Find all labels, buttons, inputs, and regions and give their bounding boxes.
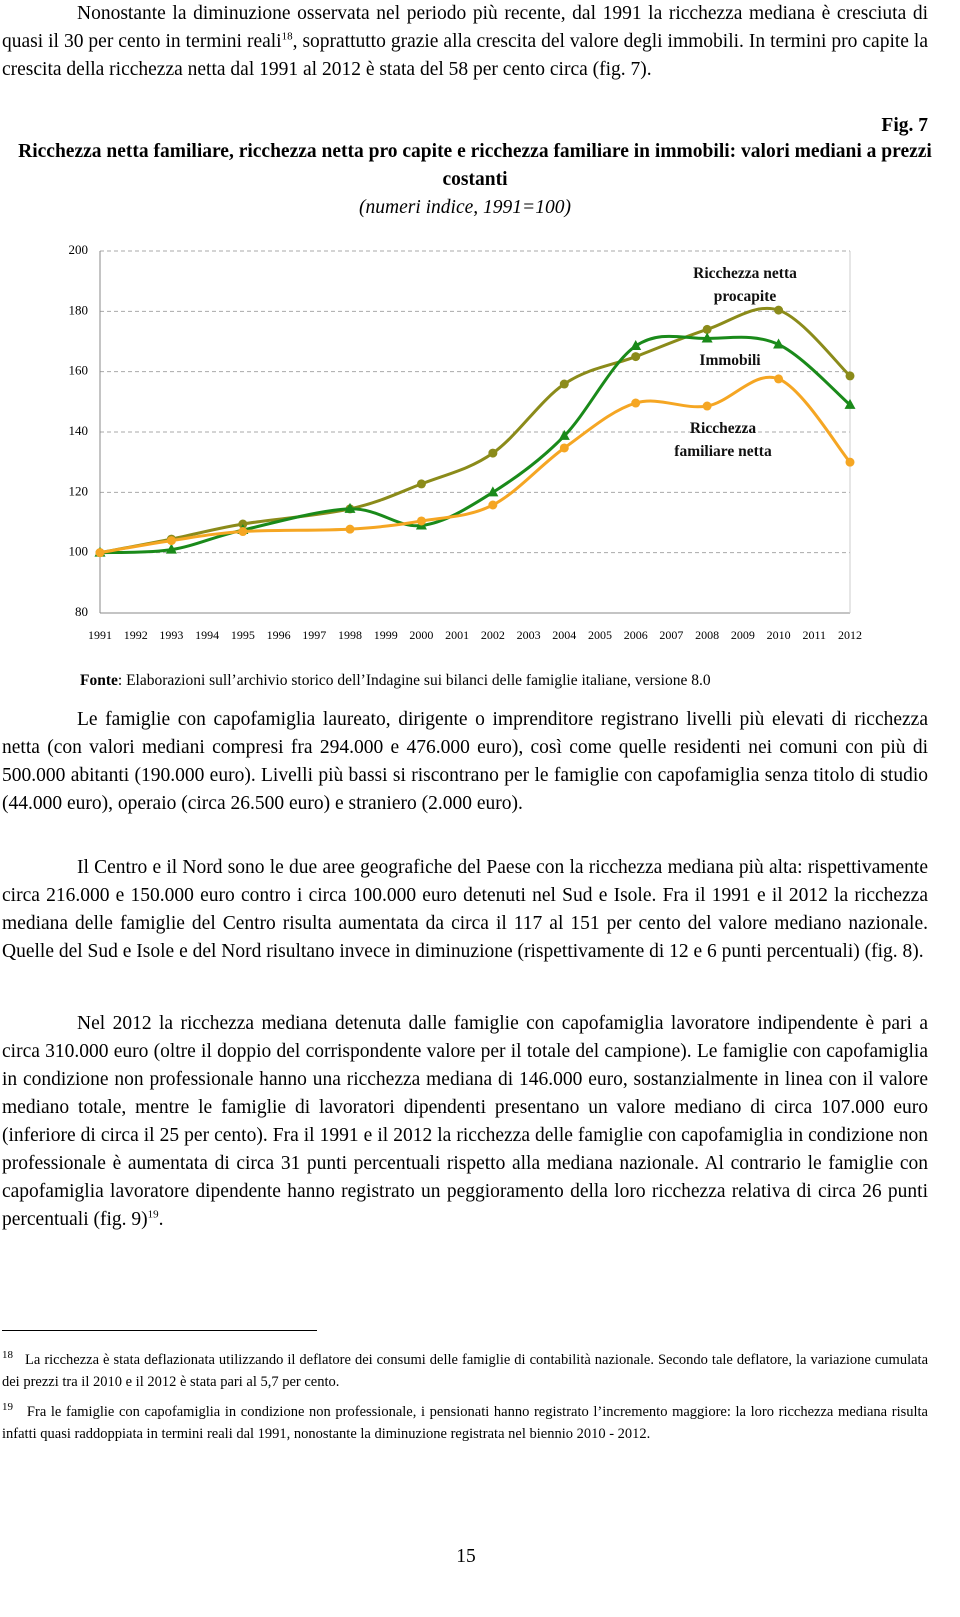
x-tick-label: 2011 — [803, 628, 827, 642]
marker — [416, 479, 426, 489]
marker — [774, 305, 784, 315]
x-tick-label: 2007 — [659, 628, 683, 642]
footnote-text: Fra le famiglie con capofamiglia in cond… — [2, 1404, 928, 1442]
footnote-number: 18 — [2, 1349, 13, 1362]
marker — [95, 548, 105, 558]
marker — [238, 527, 248, 537]
y-tick-label: 120 — [69, 483, 89, 498]
y-tick-label: 80 — [75, 604, 88, 619]
footnote-number: 19 — [2, 1401, 13, 1414]
marker — [488, 448, 498, 458]
source-text: : Elaborazioni sull’archivio storico del… — [117, 672, 711, 689]
chart-subtitle: (numeri indice, 1991=100) — [359, 197, 571, 218]
marker — [702, 324, 712, 334]
marker — [559, 443, 569, 453]
footnote-rule — [2, 1330, 317, 1331]
text: Nonostante la diminuzione osservata nel … — [2, 3, 928, 52]
marker — [774, 374, 784, 384]
marker — [631, 352, 641, 362]
y-tick-label: 200 — [69, 242, 89, 257]
y-tick-label: 180 — [69, 302, 89, 317]
note-ref: 19 — [147, 1208, 159, 1221]
y-tick-label: 160 — [69, 363, 89, 378]
marker — [844, 398, 856, 409]
marker — [845, 457, 855, 467]
figure-label: Fig. 7 — [881, 115, 928, 136]
x-tick-label: 2004 — [552, 628, 576, 642]
series-label: Ricchezza familiare netta — [674, 420, 772, 460]
text: , soprattutto grazie alla crescita del v… — [2, 31, 928, 80]
text: . — [158, 1209, 164, 1230]
x-tick-label: 1993 — [159, 628, 183, 642]
x-tick-label: 1998 — [338, 628, 362, 642]
marker — [416, 516, 426, 526]
x-tick-label: 2009 — [731, 628, 755, 642]
footnote-text: La ricchezza è stata deflazionata utiliz… — [2, 1352, 929, 1390]
x-tick-label: 1991 — [88, 628, 112, 642]
marker — [488, 500, 498, 510]
marker — [845, 371, 855, 381]
source: Fonte: Elaborazioni sull’archivio storic… — [80, 668, 940, 694]
x-tick-label: 1997 — [302, 628, 326, 642]
marker — [702, 401, 712, 411]
marker — [630, 340, 642, 351]
x-tick-label: 1995 — [231, 628, 255, 642]
marker — [344, 502, 356, 513]
x-tick-label: 2000 — [409, 628, 433, 642]
x-tick-label: 1996 — [267, 628, 291, 642]
paragraph: Le famiglie con capofamiglia laureato, d… — [2, 706, 928, 818]
paragraph: Il Centro e il Nord sono le due aree geo… — [2, 854, 928, 966]
chart: 80 100 120 140 160 180 200 1991 1992 1993 1994 1995… — [69, 242, 863, 642]
marker — [559, 379, 569, 389]
marker — [345, 524, 355, 534]
paragraph: Nonostante la diminuzione osservata nel … — [2, 0, 928, 84]
marker — [631, 398, 641, 408]
marker — [558, 429, 570, 440]
marker — [701, 332, 713, 343]
page-number: 15 — [456, 1546, 476, 1567]
marker — [166, 536, 176, 546]
chart-title: Ricchezza netta familiare, ricchezza net… — [18, 141, 932, 190]
x-tick-label: 2001 — [445, 628, 469, 642]
marker — [487, 486, 499, 497]
x-tick-label: 1992 — [124, 628, 148, 642]
marker — [773, 338, 785, 349]
x-tick-label: 2006 — [624, 628, 648, 642]
footnote: 18 La ricchezza è stata deflazionata uti… — [2, 1349, 928, 1393]
x-tick-label: 2012 — [838, 628, 862, 642]
series-label: Immobili — [699, 352, 761, 369]
x-tick-label: 2002 — [481, 628, 505, 642]
x-tick-label: 2003 — [517, 628, 541, 642]
text: Il Centro e il Nord sono le due aree geo… — [2, 857, 928, 962]
footnote: 19 Fra le famiglie con capofamiglia in c… — [2, 1401, 928, 1445]
note-ref: 18 — [281, 30, 293, 43]
marker — [165, 543, 177, 554]
series-label: Ricchezza netta procapite — [693, 265, 797, 305]
marker — [238, 519, 248, 529]
x-tick-label: 1994 — [195, 628, 219, 642]
y-tick-label: 140 — [69, 423, 89, 438]
source-label: Fonte — [80, 672, 118, 689]
x-tick-label: 1999 — [374, 628, 398, 642]
text: Le famiglie con capofamiglia laureato, d… — [2, 709, 928, 814]
x-tick-label: 2008 — [695, 628, 719, 642]
text: Nel 2012 la ricchezza mediana detenuta d… — [2, 1013, 928, 1230]
y-tick-label: 100 — [69, 544, 89, 559]
x-tick-label: 2005 — [588, 628, 612, 642]
x-tick-label: 2010 — [767, 628, 791, 642]
paragraph: Nel 2012 la ricchezza mediana detenuta d… — [2, 1010, 928, 1234]
